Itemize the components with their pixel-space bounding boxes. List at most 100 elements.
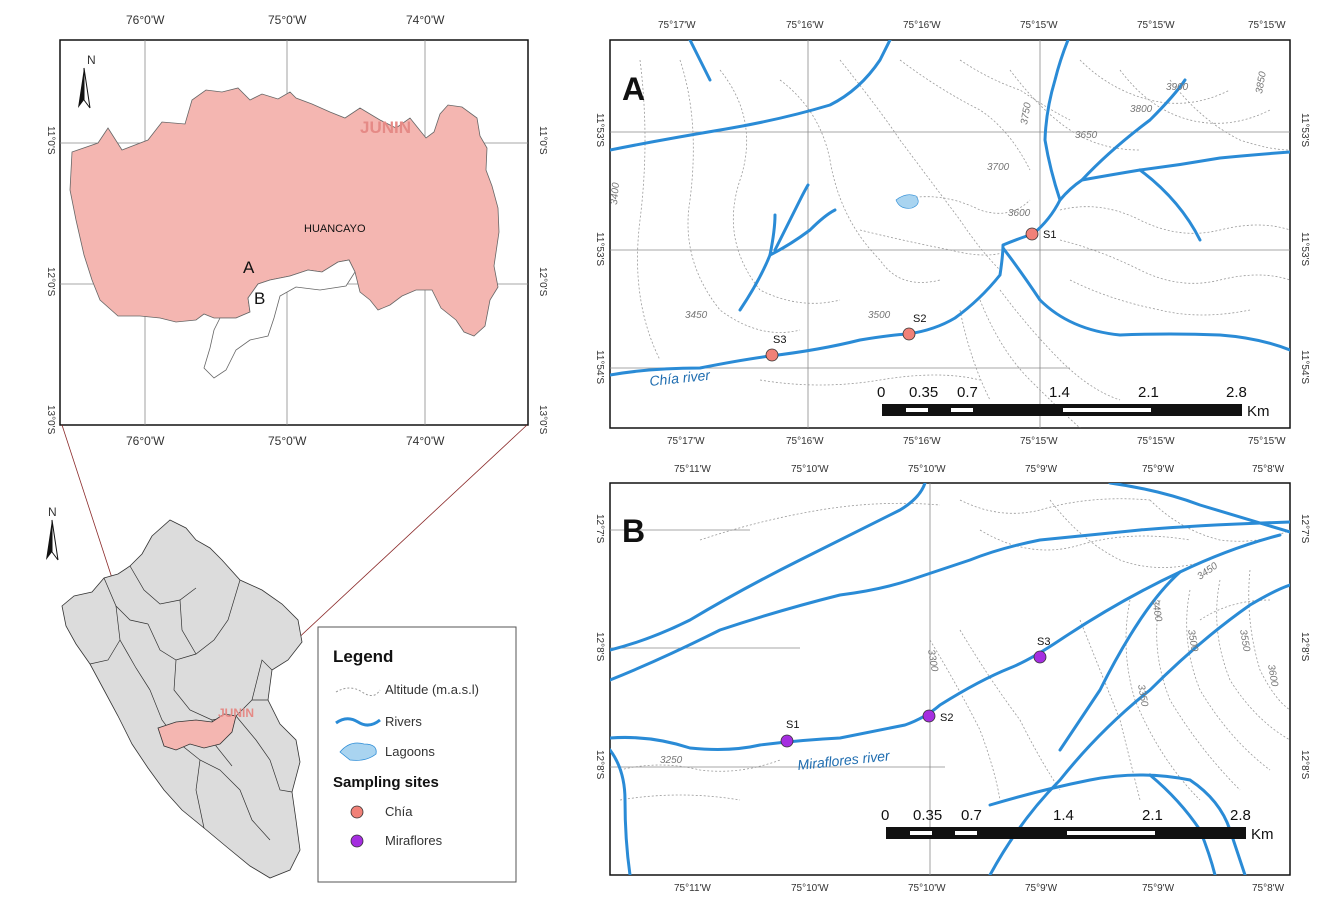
junin-inset-label: JUNIN [218,706,254,720]
panel-a-scale-label: 2.1 [1138,384,1159,401]
region-left-tick: 12°0'S [45,267,56,297]
panel-b-top-tick: 75°11'W [674,464,711,475]
panel-a-scale-label: 1.4 [1049,384,1070,401]
peru-north-label: N [48,505,57,519]
panel-b-site-s2 [922,709,936,723]
panel-a-altitude-label: 3750 [1019,101,1034,125]
panel-b-altitude-label: 3550 [1237,629,1252,653]
panel-a-scale-label: 0 [877,384,885,401]
panel-b-scale-label: 0 [881,807,889,824]
chia-site-icon [350,805,364,819]
lagoon-shape [895,194,919,209]
panel-b-scale-label: 0.35 [913,807,942,824]
north-arrow-icon [46,520,52,560]
panel-a-altitude-label: 3800 [1130,104,1153,115]
panel-a-bottom-tick: 75°17'W [667,436,705,447]
panel-a: 3400 3450 3500 3600 3650 3700 3750 3800 … [594,20,1310,447]
department-borders [89,565,293,841]
junin-label: JUNIN [360,118,411,137]
miraflores-site-icon [350,834,364,848]
panel-b-site-s2-label: S2 [940,712,953,724]
panel-b-left-tick: 12°8'S [594,750,605,780]
panel-a-scale-unit: Km [1247,403,1270,420]
panel-b-right-tick: 12°8'S [1299,632,1310,662]
region-right-tick: 12°0'S [537,267,548,297]
panel-b-rivers [610,483,1290,875]
panel-a-site-s3 [765,348,779,362]
panel-a-site-s2 [902,327,916,341]
panel-a-frame [609,39,1291,429]
panel-a-altitude-label: 3850 [1254,70,1269,94]
panel-a-top-tick: 75°15'W [1020,20,1058,31]
huancayo-label: HUANCAYO [304,223,366,235]
panel-b-right-tick: 12°7'S [1299,514,1310,544]
panel-b: 3250 3300 3350 3400 3450 3500 3550 3600 … [594,464,1310,894]
panel-b-bottom-tick: 75°10'W [791,883,829,894]
region-map: N JUNIN HUANCAYO A B 76°0'W 75°0'W 74°0'… [45,13,548,448]
panel-a-scale-label: 0.7 [957,384,978,401]
panel-a-site-s1-label: S1 [1043,229,1056,241]
panel-b-scale-unit: Km [1251,826,1274,843]
panel-b-site-s3 [1033,650,1047,664]
panel-a-altitude-label: 3650 [1075,130,1098,141]
panel-a-site-s2-label: S2 [913,313,926,325]
panel-b-letter: B [622,513,645,549]
legend-site-miraflores: Miraflores [385,833,443,848]
legend-item-altitude: Altitude (m.a.s.l) [385,682,479,697]
panel-a-top-tick: 75°17'W [658,20,696,31]
panel-b-bottom-tick: 75°9'W [1025,883,1058,894]
panel-a-right-tick: 11°53'S [1299,113,1310,147]
panel-a-scale-label: 0.35 [909,384,938,401]
region-bottom-tick: 74°0'W [406,434,445,448]
panel-b-altitude-label: 3400 [1149,599,1164,623]
panel-a-top-tick: 75°15'W [1248,20,1286,31]
region-left-tick: 11°0'S [45,126,56,155]
panel-b-scale-label: 2.8 [1230,807,1251,824]
panel-b-site-s1 [780,734,794,748]
panel-b-altitude-label: 3350 [1135,684,1150,708]
panel-a-altitude-label: 3700 [987,162,1010,173]
panel-a-altitude-label: 3600 [1008,208,1031,219]
panel-b-bottom-tick: 75°9'W [1142,883,1175,894]
panel-a-site-s1 [1025,227,1039,241]
panel-b-bottom-tick: 75°8'W [1252,883,1285,894]
river-line-icon [335,717,381,727]
panel-b-altitude-label: 3500 [1185,629,1200,653]
panel-a-left-tick: 11°53'S [594,113,605,147]
sites-title: Sampling sites [333,774,439,791]
panel-a-site-s3-label: S3 [773,334,786,346]
region-top-tick: 74°0'W [406,13,445,27]
panel-a-letter: A [622,71,645,107]
panel-a-left-tick: 11°54'S [594,350,605,384]
panel-a-contours [637,59,1290,428]
panel-a-bottom-tick: 75°15'W [1137,436,1175,447]
panel-b-top-tick: 75°10'W [791,464,829,475]
panel-a-scale-label: 2.8 [1226,384,1247,401]
panel-a-altitude-label: 3450 [685,310,708,321]
legend-item-lagoons: Lagoons [385,744,435,759]
panel-b-altitude-label: 3600 [1265,664,1280,688]
north-arrow-icon [78,68,84,108]
region-top-tick: 76°0'W [126,13,165,27]
panel-a-altitude-label: 3400 [609,182,622,206]
panel-b-scale-label: 0.7 [961,807,982,824]
junin-inset-shape [157,713,237,751]
panel-b-altitude-label: 3300 [925,649,940,673]
region-right-tick: 13°0'S [537,405,548,435]
site-a-letter: A [243,258,255,277]
panel-b-top-tick: 75°9'W [1142,464,1175,475]
panel-b-right-tick: 12°8'S [1299,750,1310,780]
panel-a-scale-bar: 0 0.35 0.7 1.4 2.1 2.8 Km [877,384,1270,420]
panel-a-bottom-tick: 75°16'W [786,436,824,447]
panel-a-right-tick: 11°54'S [1299,350,1310,384]
lagoon-icon [339,742,377,761]
panel-b-bottom-tick: 75°10'W [908,883,946,894]
panel-b-top-tick: 75°10'W [908,464,946,475]
panel-a-top-tick: 75°15'W [1137,20,1175,31]
panel-b-left-tick: 12°8'S [594,632,605,662]
panel-a-bottom-tick: 75°15'W [1248,436,1286,447]
panel-a-altitude-label: 3900 [1166,82,1189,93]
panel-b-scale-label: 2.1 [1142,807,1163,824]
panel-a-right-tick: 11°53'S [1299,232,1310,266]
